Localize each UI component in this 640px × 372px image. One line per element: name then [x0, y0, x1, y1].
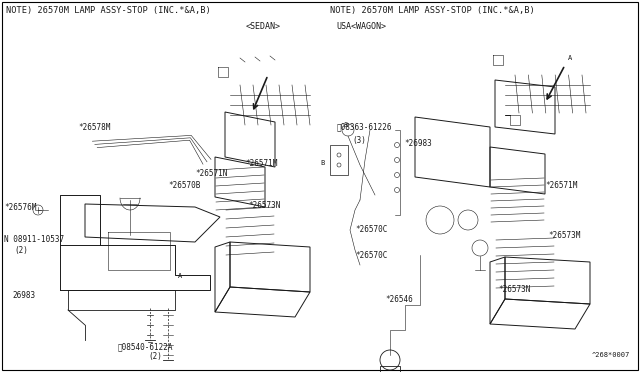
Text: *26578M: *26578M: [78, 124, 110, 132]
Text: ^268*0007: ^268*0007: [592, 352, 630, 358]
Text: 26983: 26983: [12, 291, 35, 299]
Text: (3): (3): [352, 135, 366, 144]
Text: Ⓜ08363-61226: Ⓜ08363-61226: [337, 122, 392, 131]
Text: *26571M: *26571M: [245, 158, 277, 167]
Text: *26571M: *26571M: [545, 180, 577, 189]
Text: *26570C: *26570C: [355, 250, 387, 260]
Text: *26573N: *26573N: [498, 285, 531, 295]
Text: A: A: [178, 273, 182, 279]
Text: S: S: [344, 122, 348, 128]
Text: *26983: *26983: [404, 138, 432, 148]
Text: USA<WAGON>: USA<WAGON>: [336, 22, 386, 31]
Text: <SEDAN>: <SEDAN>: [246, 22, 281, 31]
Text: NOTE) 26570M LAMP ASSY-STOP (INC.*&A,B): NOTE) 26570M LAMP ASSY-STOP (INC.*&A,B): [6, 6, 211, 15]
Bar: [380, 366, 400, 372]
Text: NOTE) 26570M LAMP ASSY-STOP (INC.*&A,B): NOTE) 26570M LAMP ASSY-STOP (INC.*&A,B): [330, 6, 535, 15]
Text: A: A: [568, 55, 572, 61]
Text: (2): (2): [14, 246, 28, 254]
Text: Ⓜ08540-6122A: Ⓜ08540-6122A: [118, 343, 173, 352]
Text: *26576M: *26576M: [4, 202, 36, 212]
Text: N 08911-10537: N 08911-10537: [4, 235, 64, 244]
Text: *26573N: *26573N: [248, 201, 280, 209]
Text: (2): (2): [148, 353, 162, 362]
Text: *26570B: *26570B: [168, 180, 200, 189]
Bar: [330, 145, 348, 175]
Text: *26573M: *26573M: [548, 231, 580, 240]
Text: *26571N: *26571N: [195, 169, 227, 177]
Text: *26570C: *26570C: [355, 225, 387, 234]
Text: *26546: *26546: [385, 295, 413, 305]
Text: B: B: [320, 160, 324, 166]
